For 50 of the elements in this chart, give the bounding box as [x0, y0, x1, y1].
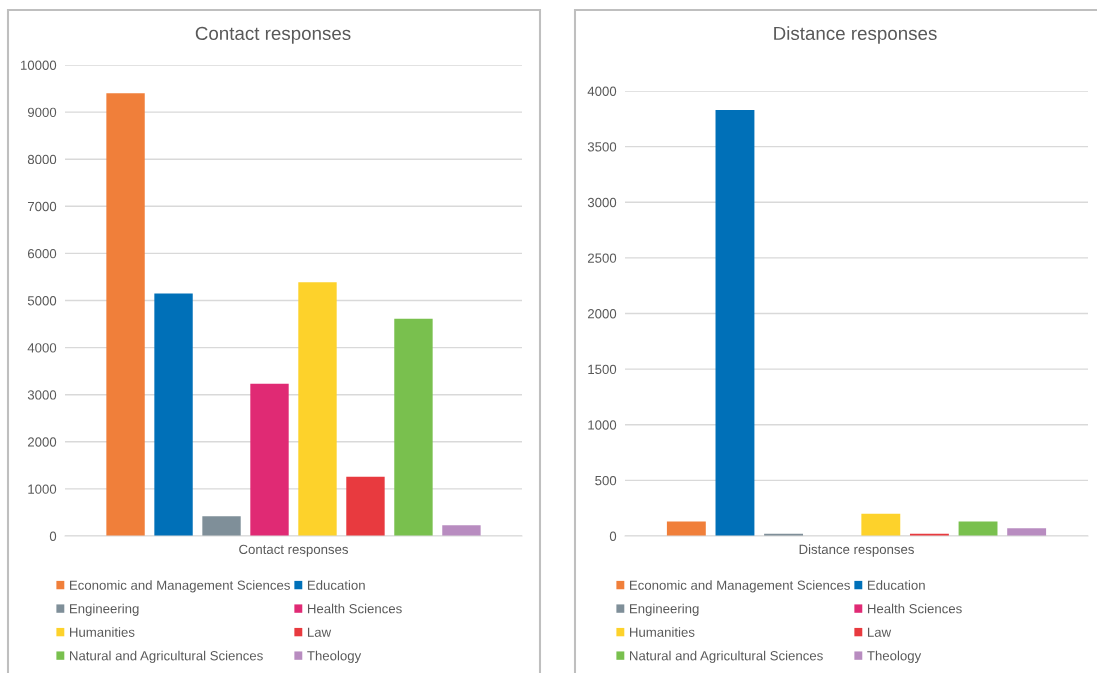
y-tick-label: 1500	[588, 364, 617, 375]
legend-label: Law	[307, 627, 332, 637]
bar	[346, 476, 385, 536]
chart-title: Distance responses	[774, 26, 937, 44]
bar	[666, 521, 706, 536]
legend-label: Economic and Management Sciences	[630, 580, 850, 593]
bar	[715, 109, 755, 536]
legend-label: Natural and Agricultural Sciences	[70, 650, 263, 664]
y-tick-label: 3000	[587, 197, 617, 208]
legend-label: Engineering	[70, 603, 139, 616]
bar	[106, 93, 145, 536]
y-tick-label: 3000	[27, 390, 57, 400]
y-tick-label: 500	[595, 475, 617, 486]
legend-label: Education	[867, 580, 925, 590]
y-tick-label: 9000	[27, 107, 57, 118]
legend-label: Education	[307, 580, 365, 590]
chart-title: Contact responses	[195, 26, 351, 44]
bar	[394, 318, 433, 536]
y-tick-label: 2000	[27, 437, 57, 447]
y-tick-label: 7000	[27, 201, 57, 212]
bar	[1007, 528, 1047, 536]
legend-label: Humanities	[70, 627, 135, 637]
legend-label: Engineering	[630, 603, 699, 616]
y-tick-label: 3500	[587, 142, 617, 152]
legend-label: Theology	[867, 650, 922, 664]
bar	[442, 525, 481, 536]
y-tick-label: 4000	[587, 86, 617, 96]
legend-label: Theology	[307, 650, 362, 664]
y-tick-label: 2000	[587, 309, 617, 319]
legend-label: Health Sciences	[867, 603, 962, 614]
y-tick-label: 6000	[27, 248, 57, 259]
y-tick-label: 1000	[588, 420, 617, 430]
bar	[298, 282, 337, 536]
y-tick-label: 5000	[27, 296, 57, 306]
y-tick-label: 2500	[587, 253, 617, 263]
legend-label: Natural and Agricultural Sciences	[630, 650, 823, 664]
y-tick-label: 8000	[27, 154, 57, 165]
y-tick-label: 0	[609, 531, 617, 541]
bar	[861, 513, 901, 536]
y-tick-label: 0	[49, 531, 57, 541]
y-tick-label: 4000	[27, 343, 57, 353]
legend-label: Health Sciences	[307, 603, 402, 614]
legend-label: Economic and Management Sciences	[70, 580, 290, 593]
legend-label: Law	[867, 627, 892, 637]
bar	[202, 516, 241, 536]
y-tick-label: 1000	[28, 484, 57, 494]
bar	[154, 293, 193, 536]
y-tick-label: 10000	[20, 60, 57, 70]
bar	[250, 383, 289, 536]
legend-label: Humanities	[630, 627, 695, 637]
